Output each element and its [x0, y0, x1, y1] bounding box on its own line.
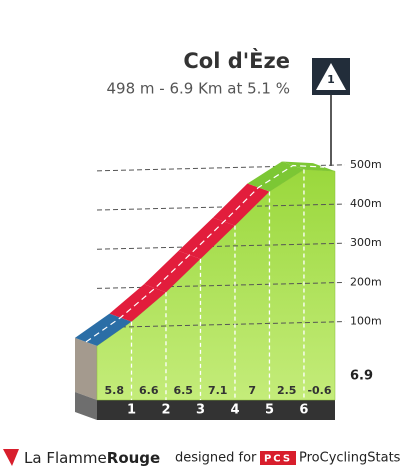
x-tick-label: 3 [196, 403, 205, 418]
title: Col d'Èze [183, 48, 290, 73]
footer: La FlammeRouge designed for PCS ProCycli… [3, 449, 401, 467]
y-tick-label: 100m [350, 315, 382, 328]
brand: La FlammeRouge [24, 449, 160, 467]
grid-line [96, 164, 346, 172]
gradient-label: -0.6 [307, 384, 331, 397]
gradient-label: 2.5 [277, 384, 297, 397]
pcs-name: ProCyclingStats [299, 451, 401, 466]
y-tick-label: 200m [350, 275, 382, 288]
x-tick-label: 6 [299, 403, 308, 418]
pcs-logo-box [260, 451, 296, 465]
x-tick-label: 5 [265, 403, 274, 418]
x-tick-label: 4 [230, 403, 239, 418]
gradient-label: 6.5 [173, 384, 193, 397]
y-tick-label: 500m [350, 158, 382, 171]
pcs-logo: PCS [264, 454, 292, 465]
profile-area [96, 169, 336, 401]
category-label: 1 [327, 73, 335, 86]
y-tick-label: 400m [350, 197, 382, 210]
x-tick-label: 2 [161, 403, 170, 418]
category-triangle [316, 63, 346, 90]
base-side [75, 392, 97, 420]
grid-line [96, 281, 346, 289]
gradient-strip [281, 161, 335, 172]
brand-b: Rouge [107, 449, 160, 467]
grid-line [96, 321, 346, 329]
grid-line [96, 203, 346, 211]
gradient-label: 7 [248, 384, 256, 397]
side-face [75, 337, 97, 400]
subtitle: 498 m - 6.9 Km at 5.1 % [106, 80, 290, 98]
brand-icon [3, 449, 19, 466]
x-tick-label: 1 [127, 403, 136, 418]
plot: 100m 200m 300m 400m 500m 5.8 6.6 6.5 7.1 7 2.5 -0.6… [75, 158, 382, 420]
grid-line [96, 242, 346, 250]
gradient-strip [212, 183, 270, 226]
base [97, 400, 335, 420]
gradient-label: 6.6 [139, 384, 159, 397]
strip-centerline [85, 164, 325, 343]
gradient-label: 7.1 [208, 384, 228, 397]
gradient-label: 5.8 [104, 384, 124, 397]
x-tick-label: 6.9 [350, 369, 373, 384]
y-tick-label: 300m [350, 236, 382, 249]
brand-a: La Flamme [24, 449, 107, 467]
gradient-strip [178, 217, 235, 259]
designed-for: designed for [175, 451, 257, 466]
